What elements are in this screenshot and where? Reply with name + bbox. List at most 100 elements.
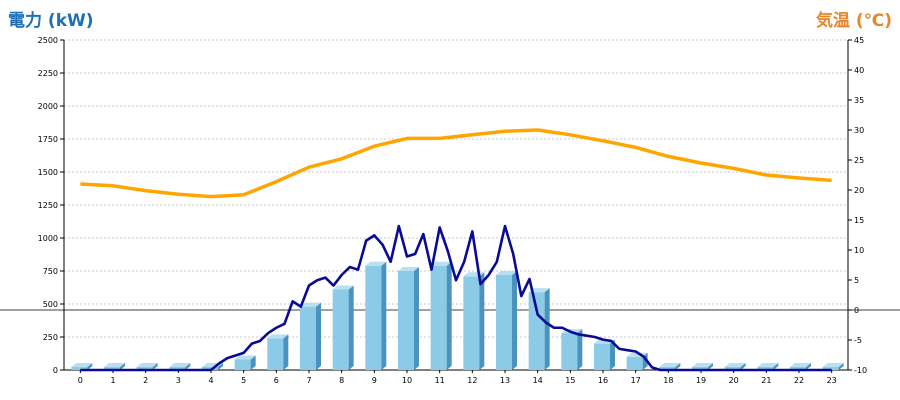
bar [398, 267, 419, 370]
bar-side [87, 363, 93, 370]
x-tick-label: 23 [827, 376, 837, 385]
bar-top [398, 267, 419, 271]
x-tick-label: 13 [500, 376, 510, 385]
bar-top [300, 302, 321, 307]
bar-front [626, 356, 643, 370]
bar [594, 339, 615, 370]
bar [496, 270, 517, 370]
bar-top [724, 363, 746, 367]
bar-side [838, 363, 844, 370]
bar [430, 261, 452, 370]
bar [528, 288, 550, 370]
bar-top [822, 363, 844, 367]
bar-side [218, 363, 223, 370]
left-axis-title: 電力 (kW) [8, 11, 94, 31]
bar-side [675, 363, 681, 370]
right-tick-label: 5 [854, 276, 859, 285]
bar-top [104, 363, 125, 367]
bar-front [365, 265, 382, 370]
bar-front [561, 333, 578, 370]
left-tick-label: 2250 [38, 69, 58, 78]
bar [234, 355, 256, 370]
bar-side [479, 272, 485, 370]
left-tick-label: 750 [43, 267, 58, 276]
right-tick-label: 0 [854, 306, 859, 315]
bar-top [71, 363, 93, 367]
right-tick-label: 25 [854, 156, 864, 165]
bar-side [446, 261, 452, 370]
bar-front [757, 367, 774, 370]
bar-front [463, 276, 480, 370]
bar-top [528, 288, 550, 293]
x-tick-label: 14 [533, 376, 543, 385]
bar-front [332, 289, 349, 370]
x-tick-label: 4 [208, 376, 213, 385]
bar-side [708, 363, 713, 370]
bar-front [724, 367, 741, 370]
bar-side [152, 363, 158, 370]
bar [104, 363, 125, 370]
bar-front [822, 367, 839, 370]
bar [365, 261, 387, 370]
left-tick-label: 1750 [38, 135, 58, 144]
bar-top [692, 363, 713, 367]
bar-top [169, 363, 191, 367]
bar-side [120, 363, 125, 370]
right-tick-label: 40 [854, 66, 864, 75]
bar-front [267, 338, 284, 370]
bar-top [332, 285, 354, 290]
x-tick-label: 16 [598, 376, 608, 385]
tick-labels: 02505007501000125015001750200022502500-1… [38, 36, 867, 385]
bar-side [577, 329, 583, 370]
left-tick-label: 1500 [38, 168, 58, 177]
right-tick-label: 35 [854, 96, 864, 105]
bar-front [659, 367, 676, 370]
bar-front [692, 367, 708, 370]
bar-top [430, 261, 452, 266]
x-tick-label: 15 [565, 376, 575, 385]
bar-side [740, 363, 746, 370]
bar-side [381, 261, 387, 370]
x-tick-label: 19 [696, 376, 706, 385]
bar-front [496, 274, 512, 370]
bar [724, 363, 746, 370]
bar-series [71, 261, 844, 370]
temperature-line [80, 128, 832, 199]
left-tick-label: 1000 [38, 234, 58, 243]
x-tick-label: 20 [729, 376, 739, 385]
bar [136, 363, 158, 370]
bar [692, 363, 713, 370]
bar-front [430, 265, 447, 370]
bar-front [398, 271, 414, 370]
bar [757, 363, 779, 370]
bar-top [136, 363, 158, 367]
x-tick-label: 11 [435, 376, 445, 385]
bar [463, 272, 485, 370]
left-tick-label: 1250 [38, 201, 58, 210]
bar-side [414, 267, 419, 370]
bar-front [104, 367, 120, 370]
x-tick-label: 9 [372, 376, 377, 385]
bar [790, 363, 811, 370]
bar-front [234, 359, 251, 370]
x-tick-label: 2 [143, 376, 148, 385]
x-tick-label: 5 [241, 376, 246, 385]
bar [332, 285, 354, 370]
right-tick-label: -10 [854, 366, 867, 375]
power-line [80, 224, 832, 372]
x-tick-label: 0 [78, 376, 83, 385]
right-tick-label: 30 [854, 126, 864, 135]
x-tick-label: 8 [339, 376, 344, 385]
x-tick-label: 1 [110, 376, 115, 385]
bar-top [757, 363, 779, 367]
bar-side [610, 339, 615, 370]
bar-side [250, 355, 256, 370]
x-tick-label: 3 [176, 376, 181, 385]
x-tick-label: 12 [467, 376, 477, 385]
bar [822, 363, 844, 370]
bar-side [185, 363, 191, 370]
x-tick-label: 6 [274, 376, 279, 385]
bar [71, 363, 93, 370]
left-tick-label: 2500 [38, 36, 58, 45]
